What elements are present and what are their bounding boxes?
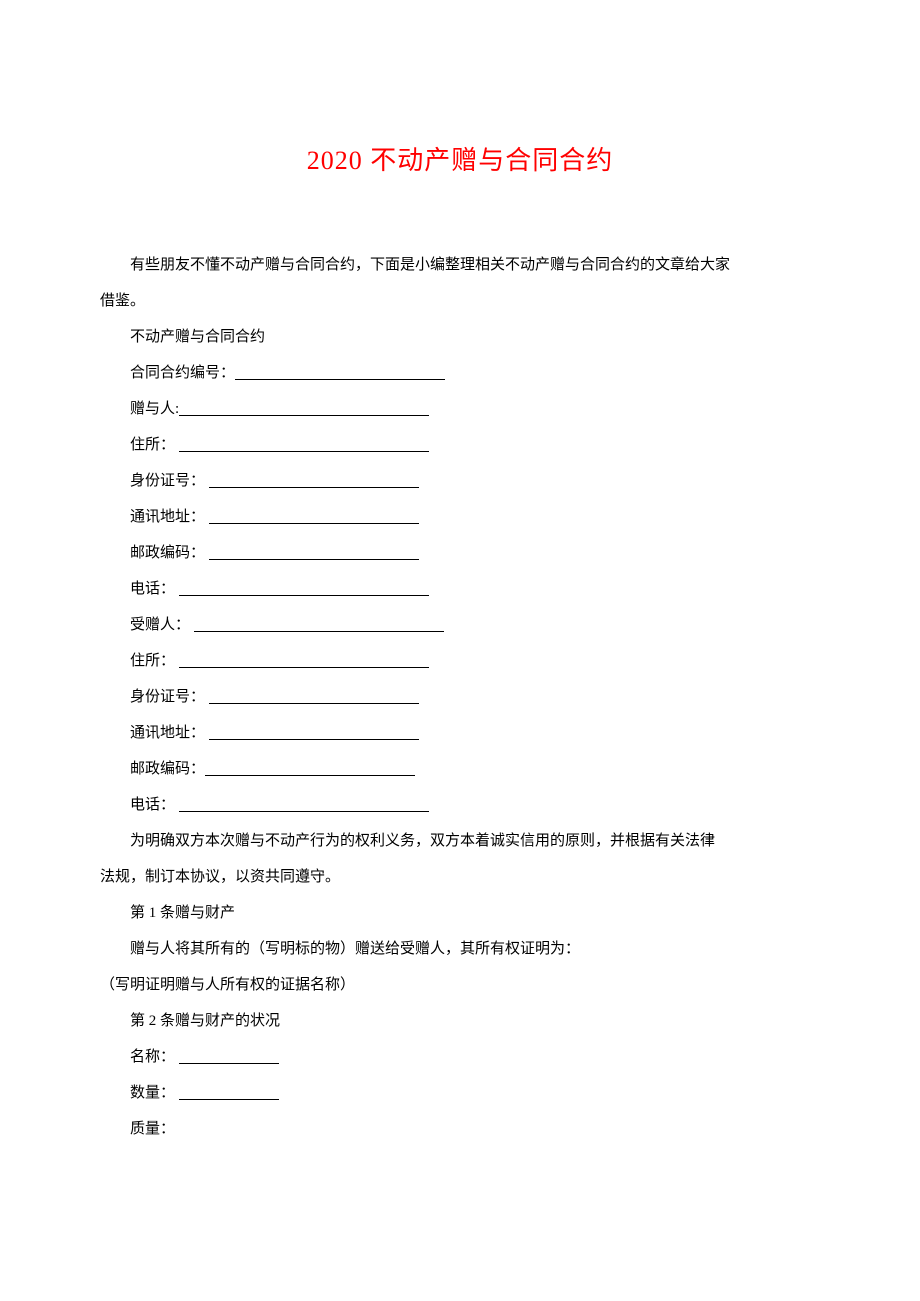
donor-phone-blank xyxy=(179,580,429,596)
section-heading: 不动产赠与合同合约 xyxy=(100,319,820,355)
article-2-qty-field: 数量： xyxy=(100,1075,820,1111)
contract-number-blank xyxy=(235,364,445,380)
article-2-name-field: 名称： xyxy=(100,1039,820,1075)
document-page: 2020 不动产赠与合同合约 有些朋友不懂不动产赠与合同合约，下面是小编整理相关… xyxy=(0,0,920,1207)
article-2-qty-blank xyxy=(179,1084,279,1100)
donee-phone-blank xyxy=(179,796,429,812)
donee-address-label: 住所： xyxy=(130,653,175,669)
donee-field: 受赠人： xyxy=(100,607,820,643)
donee-zip-label: 邮政编码： xyxy=(130,761,205,777)
article-2-quality-label: 质量： xyxy=(100,1111,820,1147)
donor-label: 赠与人: xyxy=(130,401,179,417)
article-2-title: 第 2 条赠与财产的状况 xyxy=(100,1003,820,1039)
donor-id-blank xyxy=(209,472,419,488)
donee-blank xyxy=(194,616,444,632)
donor-zip-label: 邮政编码： xyxy=(130,545,205,561)
article-2-qty-label: 数量： xyxy=(130,1085,175,1101)
donor-field: 赠与人: xyxy=(100,391,820,427)
donee-address-blank xyxy=(179,652,429,668)
donor-id-label: 身份证号： xyxy=(130,473,205,489)
donor-mail-field: 通讯地址： xyxy=(100,499,820,535)
document-title: 2020 不动产赠与合同合约 xyxy=(100,130,820,192)
donee-mail-label: 通讯地址： xyxy=(130,725,205,741)
donor-phone-field: 电话： xyxy=(100,571,820,607)
donee-id-field: 身份证号： xyxy=(100,679,820,715)
donor-address-blank xyxy=(179,436,429,452)
donor-id-field: 身份证号： xyxy=(100,463,820,499)
article-1-title: 第 1 条赠与财产 xyxy=(100,895,820,931)
article-2-name-blank xyxy=(179,1048,279,1064)
donee-mail-field: 通讯地址： xyxy=(100,715,820,751)
article-2-name-label: 名称： xyxy=(130,1049,175,1065)
donor-address-label: 住所： xyxy=(130,437,175,453)
intro-line-1: 有些朋友不懂不动产赠与合同合约，下面是小编整理相关不动产赠与合同合约的文章给大家 xyxy=(100,247,820,283)
contract-number-label: 合同合约编号： xyxy=(130,365,235,381)
contract-number-field: 合同合约编号： xyxy=(100,355,820,391)
donee-phone-field: 电话： xyxy=(100,787,820,823)
donor-phone-label: 电话： xyxy=(130,581,175,597)
article-1-body: 赠与人将其所有的（写明标的物）赠送给受赠人，其所有权证明为： xyxy=(100,931,820,967)
body-para-1a: 为明确双方本次赠与不动产行为的权利义务，双方本着诚实信用的原则，并根据有关法律 xyxy=(100,823,820,859)
donor-address-field: 住所： xyxy=(100,427,820,463)
donor-mail-label: 通讯地址： xyxy=(130,509,205,525)
donor-zip-field: 邮政编码： xyxy=(100,535,820,571)
donee-label: 受赠人： xyxy=(130,617,190,633)
donee-phone-label: 电话： xyxy=(130,797,175,813)
donee-id-blank xyxy=(209,688,419,704)
donee-zip-field: 邮政编码： xyxy=(100,751,820,787)
article-1-body-2: （写明证明赠与人所有权的证据名称） xyxy=(100,967,820,1003)
donor-blank xyxy=(179,400,429,416)
donee-id-label: 身份证号： xyxy=(130,689,205,705)
intro-line-2: 借鉴。 xyxy=(100,283,820,319)
donee-mail-blank xyxy=(209,724,419,740)
donor-zip-blank xyxy=(209,544,419,560)
donor-mail-blank xyxy=(209,508,419,524)
donee-zip-blank xyxy=(205,760,415,776)
donee-address-field: 住所： xyxy=(100,643,820,679)
body-para-1b: 法规，制订本协议，以资共同遵守。 xyxy=(100,859,820,895)
